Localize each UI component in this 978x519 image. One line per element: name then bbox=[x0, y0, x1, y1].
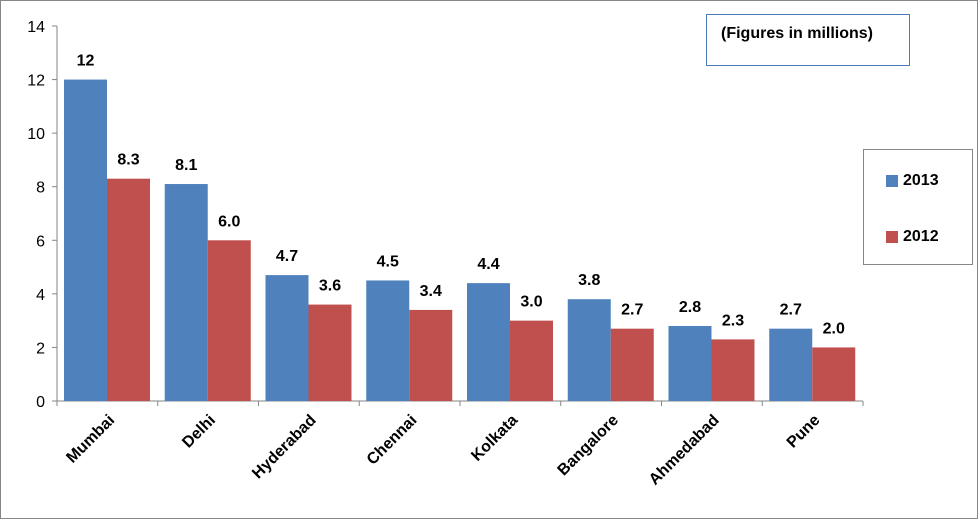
bar-2013-mumbai bbox=[64, 79, 107, 402]
bar-2012-hyderabad bbox=[308, 304, 352, 401]
bar-2013-pune bbox=[769, 328, 813, 401]
x-category-label: Chennai bbox=[364, 412, 421, 469]
data-label-2012-ahmedabad: 2.3 bbox=[722, 312, 744, 329]
x-category-label: Ahmedabad bbox=[646, 412, 723, 489]
bar-2013-kolkata bbox=[467, 283, 510, 401]
bar-2013-bangalore bbox=[567, 299, 611, 401]
axes: 0 2 4 6 8 10 12 14 Mumbai Delhi Hyderabad Chennai Ko… bbox=[27, 19, 864, 489]
x-category-label: Mumbai bbox=[63, 412, 118, 467]
bar-2012-ahmedabad bbox=[711, 339, 755, 401]
y-tick-label: 8 bbox=[36, 180, 45, 197]
data-label-2012-hyderabad: 3.6 bbox=[319, 278, 341, 295]
data-labels: 12 8.1 4.7 4.5 4.4 3.8 2.8 2.7 8.3 6.0 3.6 3.4 3.0 2.… bbox=[77, 53, 845, 338]
legend: 2013 2012 bbox=[863, 149, 973, 265]
y-tick-label: 0 bbox=[36, 394, 45, 411]
bar-2012-chennai bbox=[409, 309, 453, 401]
x-category-label: Kolkata bbox=[468, 412, 521, 465]
bar-2013-ahmedabad bbox=[668, 326, 712, 401]
x-category-label: Delhi bbox=[179, 412, 219, 452]
annotation-box: (Figures in millions) bbox=[706, 14, 910, 66]
data-label-2012-chennai: 3.4 bbox=[420, 283, 442, 300]
bar-2012-bangalore bbox=[610, 328, 654, 401]
data-label-2012-pune: 2.0 bbox=[823, 320, 845, 337]
data-label-2012-kolkata: 3.0 bbox=[520, 294, 542, 311]
data-label-2013-bangalore: 3.8 bbox=[578, 272, 600, 289]
legend-swatch-2012 bbox=[886, 231, 898, 243]
y-tick-label: 4 bbox=[36, 287, 45, 304]
legend-item-2013: 2013 bbox=[886, 172, 939, 190]
bar-2012-mumbai bbox=[107, 178, 150, 401]
y-tick-label: 6 bbox=[36, 233, 45, 250]
bar-2013-chennai bbox=[366, 280, 410, 401]
bar-2013-delhi bbox=[164, 184, 208, 401]
bar-2013-hyderabad bbox=[265, 275, 309, 401]
x-category-label: Bangalore bbox=[555, 412, 622, 479]
x-category-label: Pune bbox=[784, 412, 824, 452]
data-label-2012-bangalore: 2.7 bbox=[621, 302, 643, 319]
legend-item-2012: 2012 bbox=[886, 228, 939, 246]
y-tick-label: 12 bbox=[27, 73, 45, 90]
x-category-label: Hyderabad bbox=[249, 412, 320, 483]
bar-2012-pune bbox=[812, 347, 856, 401]
y-tick-label: 10 bbox=[27, 126, 45, 143]
y-tick-label: 14 bbox=[27, 19, 45, 36]
data-label-2012-mumbai: 8.3 bbox=[117, 152, 139, 169]
legend-label-2012: 2012 bbox=[903, 228, 939, 245]
bars bbox=[64, 79, 856, 402]
data-label-2013-hyderabad: 4.7 bbox=[276, 248, 298, 265]
data-label-2013-kolkata: 4.4 bbox=[477, 256, 499, 273]
data-label-2013-delhi: 8.1 bbox=[175, 157, 197, 174]
legend-label-2013: 2013 bbox=[903, 172, 939, 189]
y-tick-label: 2 bbox=[36, 340, 45, 357]
data-label-2013-ahmedabad: 2.8 bbox=[679, 299, 701, 316]
annotation-text: (Figures in millions) bbox=[721, 25, 874, 42]
data-label-2013-pune: 2.7 bbox=[780, 302, 802, 319]
data-label-2012-delhi: 6.0 bbox=[218, 213, 240, 230]
data-label-2013-mumbai: 12 bbox=[77, 53, 95, 70]
legend-swatch-2013 bbox=[886, 175, 898, 187]
bar-2012-delhi bbox=[207, 240, 251, 401]
bar-2012-kolkata bbox=[510, 320, 553, 401]
data-label-2013-chennai: 4.5 bbox=[377, 253, 399, 270]
